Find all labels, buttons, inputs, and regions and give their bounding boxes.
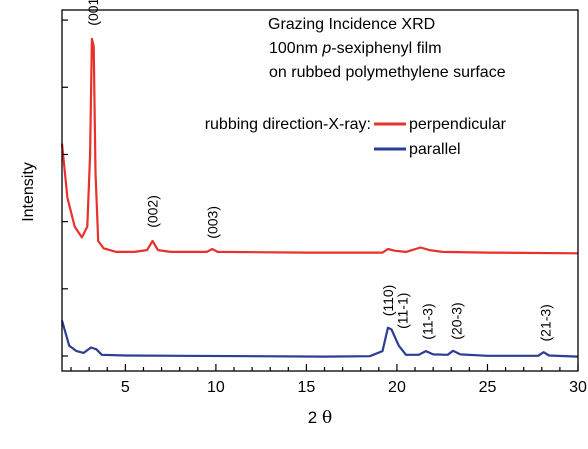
peak-label: (11-3)	[420, 303, 436, 339]
x-axis-label-text: 2	[308, 408, 322, 427]
series-line-perpendicular	[60, 37, 579, 255]
peak-label: (003)	[204, 206, 220, 239]
x-tick-label: 10	[207, 379, 225, 396]
peak-label: (21-3)	[537, 304, 553, 341]
peak-label: (11-1)	[394, 293, 410, 329]
x-tick-label: 25	[479, 379, 497, 396]
peak-label: (002)	[145, 195, 161, 228]
annotation-line-2-italic: p	[321, 40, 331, 57]
annotation-line-2-end: -sexiphenyl film	[331, 40, 441, 57]
annotation-block: Grazing Incidence XRD 100nm p-sexiphenyl…	[268, 16, 506, 81]
legend: rubbing direction-X-ray: perpendicular p…	[205, 116, 507, 158]
x-axis-label-theta: θ	[322, 408, 332, 428]
peak-label: (20-3)	[449, 302, 465, 339]
x-tick-label: 15	[298, 379, 316, 396]
legend-title: rubbing direction-X-ray:	[205, 116, 371, 133]
series-line-parallel	[60, 320, 579, 358]
annotation-line-2: 100nm p-sexiphenyl film	[269, 40, 442, 57]
x-tick-label: 20	[388, 379, 406, 396]
x-tick-label: 30	[569, 379, 587, 396]
legend-label-parallel: parallel	[409, 141, 461, 158]
legend-label-perpendicular: perpendicular	[409, 116, 507, 133]
annotation-line-3: on rubbed polymethylene surface	[269, 64, 506, 81]
peak-label: (001)	[85, 0, 101, 26]
peak-label: (110)	[380, 285, 396, 317]
annotation-line-2-start: 100nm	[269, 40, 322, 57]
x-axis-label: 2 θ	[308, 408, 332, 428]
y-axis-label: Intensity	[20, 162, 37, 222]
annotation-line-1: Grazing Incidence XRD	[268, 16, 435, 33]
x-tick-label: 5	[121, 379, 130, 396]
plot-frame	[61, 9, 579, 372]
plot-area: 5 10 15 20 25 30 (001) (002) (003) (110)(11-1) (11…	[60, 0, 587, 396]
